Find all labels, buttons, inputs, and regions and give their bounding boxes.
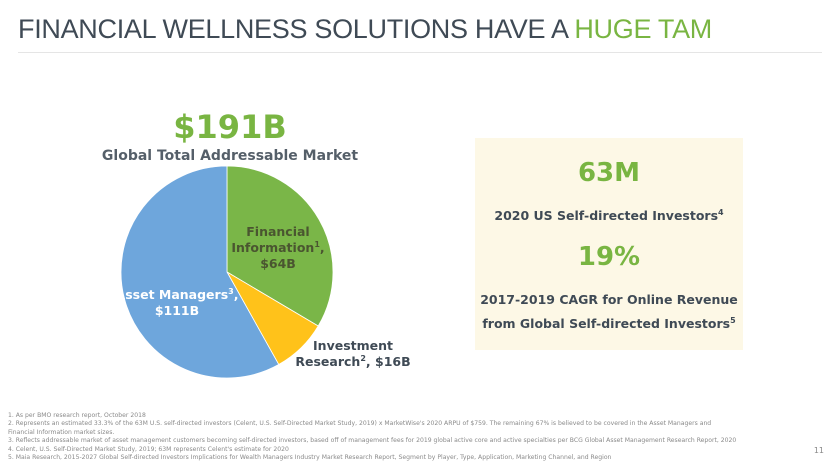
footnote-ref-5: 5 [730, 315, 736, 325]
footnote-1: 1. As per BMO research report, October 2… [8, 412, 146, 419]
slice-label-financial-information: Financial Information1, $64B [218, 224, 338, 272]
slice-label-asset-managers-line1: Asset Managers [115, 287, 229, 302]
footnote-2-cont: Financial Information market sizes. [8, 428, 115, 436]
pie-slice-financial-information [226, 165, 334, 327]
footnote-ref-2: 2 [360, 353, 366, 363]
slice-label-asset-managers: Asset Managers3, $111B [112, 287, 242, 319]
footnote-5: 5. Maia Research, 2015-2027 Global Self-… [8, 454, 612, 462]
title-main: FINANCIAL WELLNESS SOLUTIONS HAVE A [18, 14, 575, 44]
investors-label-text: 2020 US Self-directed Investors [494, 208, 719, 223]
title-highlight: HUGE TAM [574, 14, 712, 44]
pie-chart [120, 165, 334, 379]
slice-label-financial-information-line1: Financial [246, 224, 310, 239]
cagr-label: 2017-2019 CAGR for Online Revenue from G… [475, 288, 743, 336]
chart-title: $191B [173, 108, 287, 146]
footnote-3: 3. Reflects addressable market of asset … [8, 437, 737, 445]
pie-slice-asset-managers [120, 165, 280, 379]
slice-value-financial-information: $64B [260, 256, 296, 271]
footnote-4: 4. Celent, U.S. Self-Directed Market Stu… [8, 445, 289, 453]
title-divider [18, 52, 822, 53]
slice-label-investment-research: Investment Research2, $16B [288, 338, 418, 370]
slice-label-investment-research-line2: Research [295, 354, 361, 369]
cagr-label-line2: from Global Self-directed Investors [482, 316, 731, 331]
investors-value: 63M [577, 158, 641, 188]
chart-subtitle: Global Total Addressable Market [101, 148, 359, 164]
stats-panel: 63M 2020 US Self-directed Investors4 19%… [475, 138, 743, 350]
investors-label: 2020 US Self-directed Investors4 [475, 204, 743, 228]
cagr-value: 19% [577, 242, 641, 272]
footnote-ref-1: 1 [314, 239, 320, 249]
slice-value-investment-research: $16B [375, 354, 411, 369]
slice-label-investment-research-line1: Investment [313, 338, 393, 353]
cagr-label-line1: 2017-2019 CAGR for Online Revenue [480, 292, 738, 307]
footnotes: 1. As per BMO research report, October 2… [8, 412, 798, 462]
slice-label-financial-information-line2: Information [231, 240, 315, 255]
footnote-ref-4: 4 [718, 207, 724, 217]
page-title: FINANCIAL WELLNESS SOLUTIONS HAVE A HUGE… [18, 14, 712, 45]
footnote-ref-3: 3 [228, 286, 234, 296]
page-number: 11 [813, 446, 824, 455]
footnote-2: 2. Represents an estimated 33.3% of the … [8, 420, 712, 428]
slice-value-asset-managers: $111B [154, 303, 200, 318]
